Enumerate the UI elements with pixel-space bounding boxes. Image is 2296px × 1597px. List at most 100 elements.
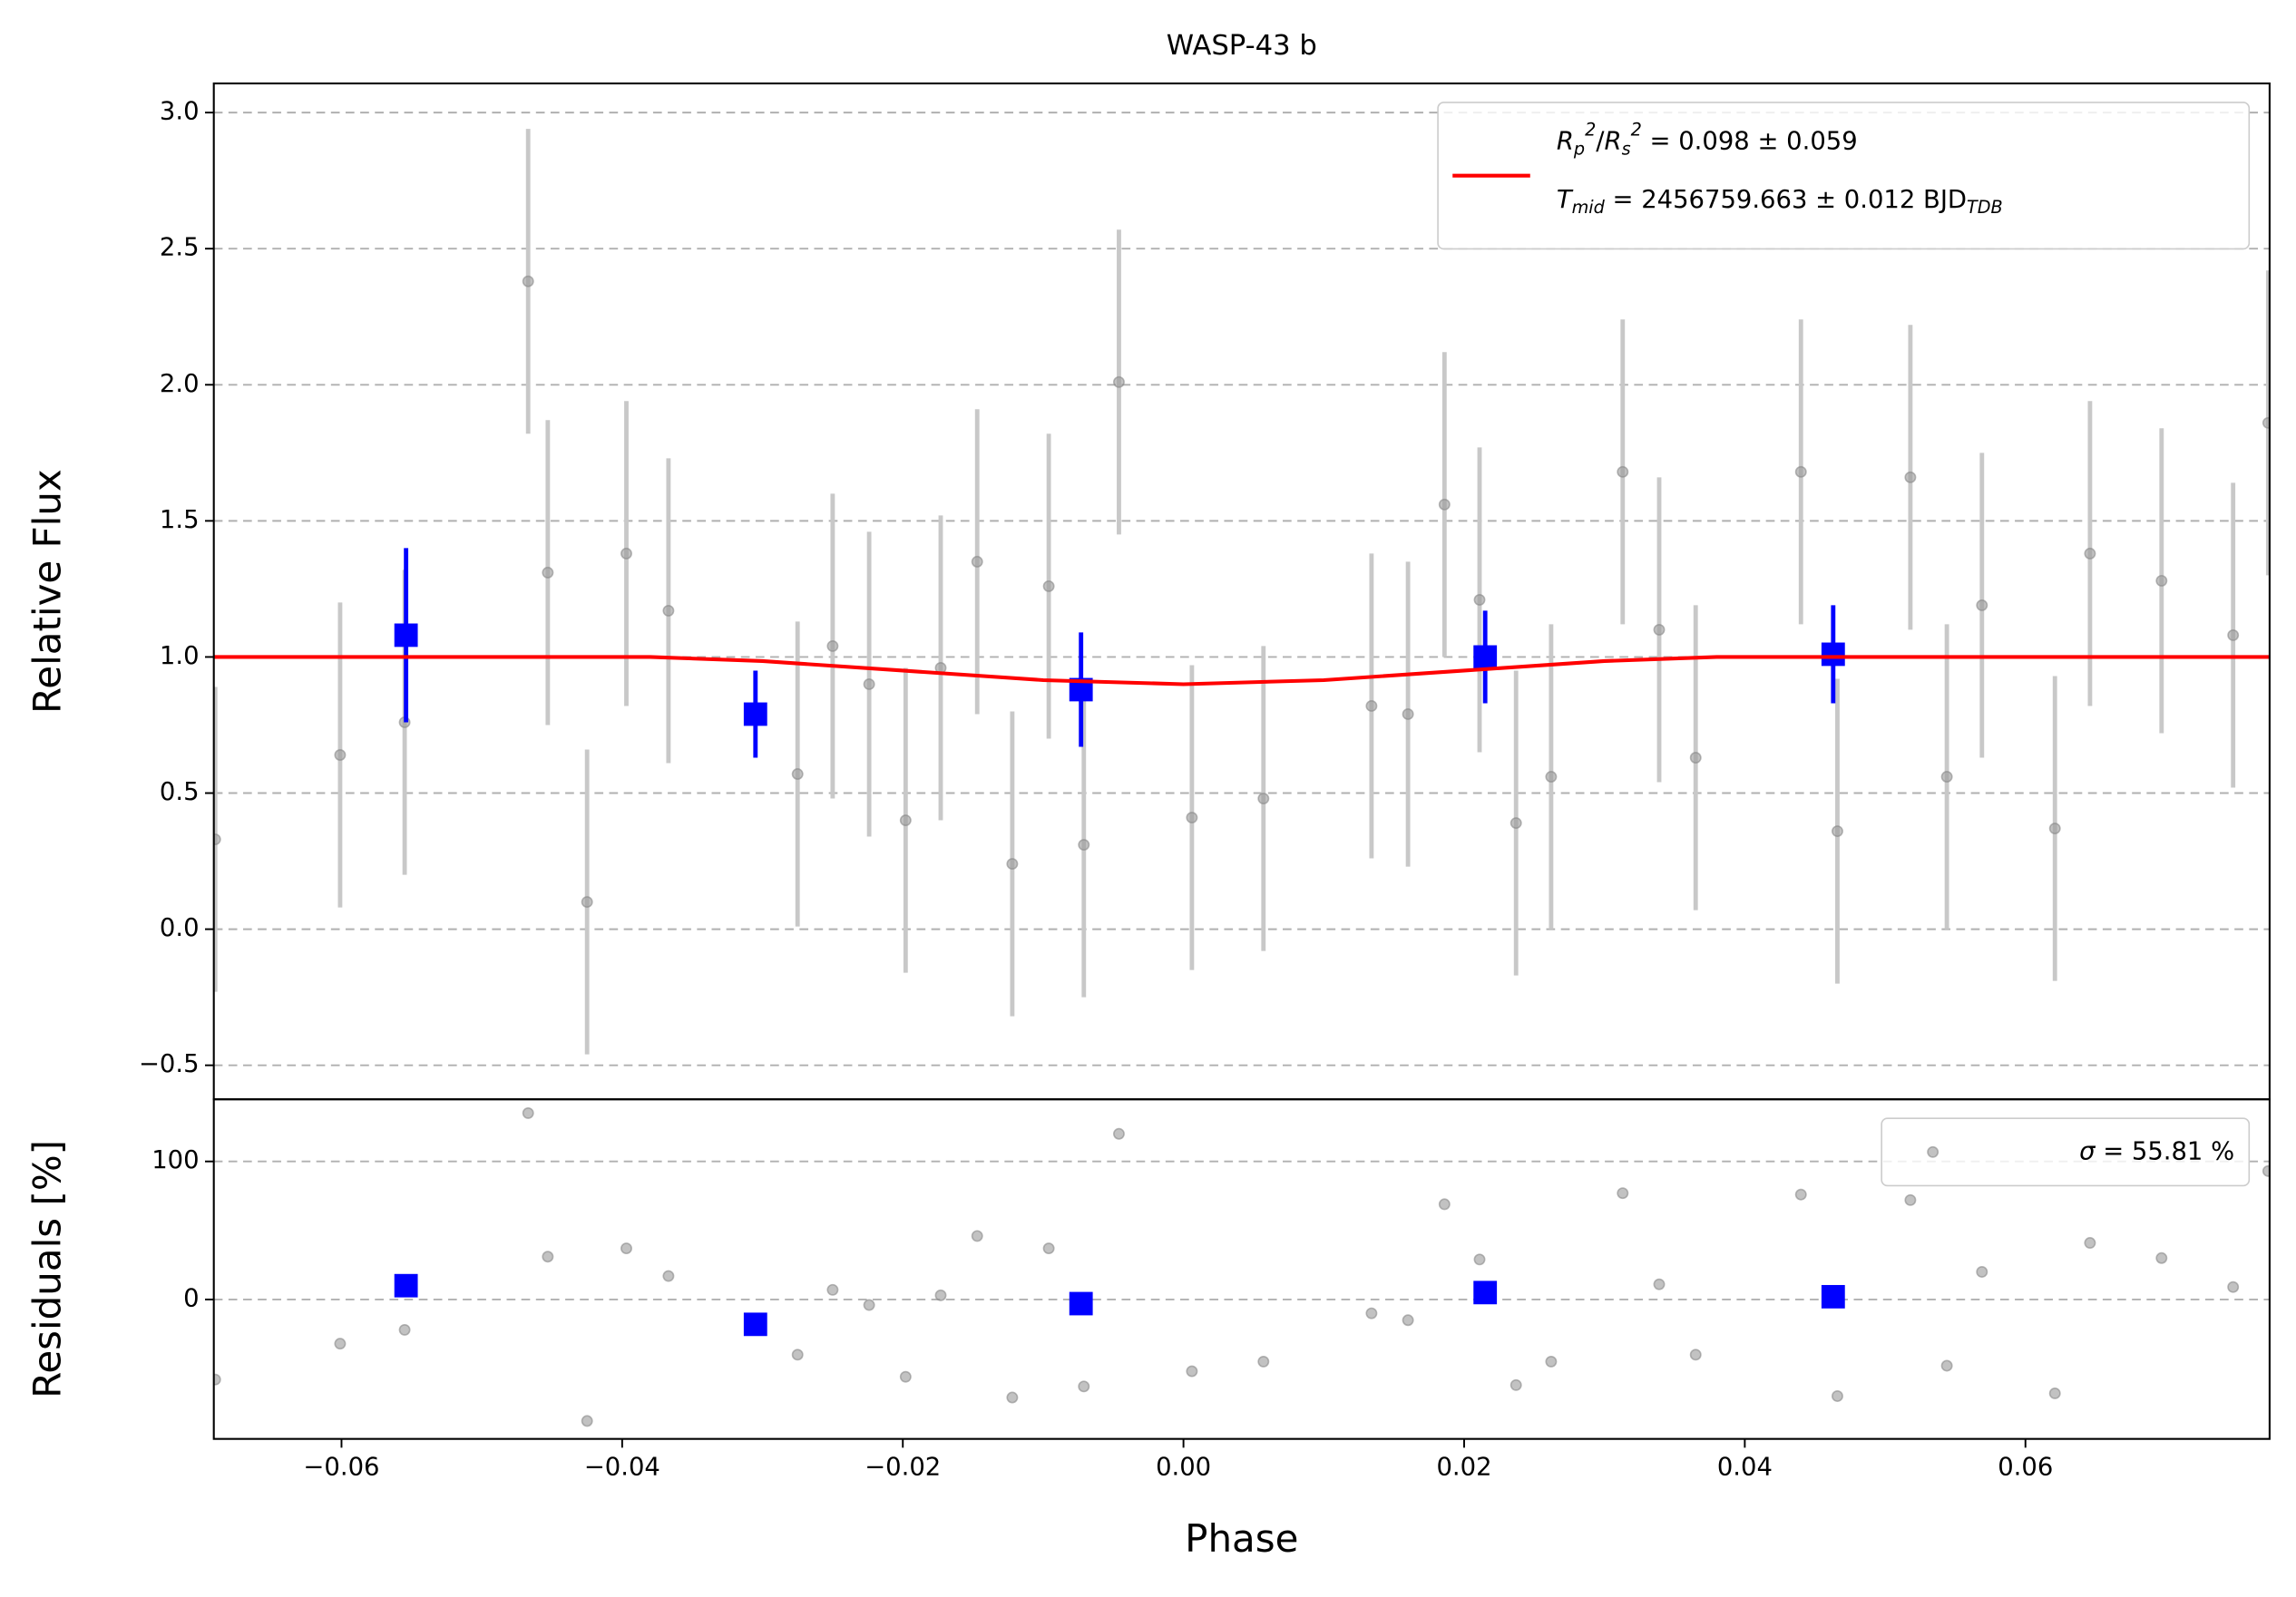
legend-text-part: 2 (1585, 119, 1596, 140)
data-point (2262, 416, 2270, 429)
data-point (1509, 817, 1522, 829)
y-tick-label: 2.0 (160, 370, 200, 398)
data-point (899, 814, 912, 826)
legend-text-part: = 0.098 ± 0.059 (1642, 127, 1858, 155)
legend-box (1437, 102, 2251, 250)
data-point (522, 275, 534, 287)
data-point (1976, 1266, 1988, 1278)
plot-area (213, 1106, 2270, 1427)
legend-label: Tmid = 2456759.663 ± 0.012 BJDTDB (1557, 186, 2003, 218)
data-point (1257, 793, 1270, 804)
y-tick-label: 0.0 (160, 914, 200, 942)
data-point (2155, 574, 2168, 587)
binned-point (1821, 1284, 1845, 1309)
data-point (1653, 1278, 1666, 1290)
legend-box (1881, 1117, 2251, 1187)
data-point (1976, 599, 1988, 611)
data-point (1509, 1378, 1522, 1391)
data-point (1794, 1188, 1807, 1201)
binned-point (1473, 1281, 1498, 1305)
x-tick-label: 0.06 (1998, 1453, 2053, 1481)
data-point (2227, 628, 2240, 641)
data-point (1402, 1314, 1414, 1327)
legend-text-part: TDB (1967, 197, 2003, 218)
legend-text-part: s (1622, 138, 1631, 159)
x-tick-label: −0.06 (303, 1453, 379, 1481)
data-point (1617, 465, 1629, 478)
data-point (2048, 1387, 2061, 1399)
data-point (2084, 547, 2096, 560)
data-point (1940, 1359, 1953, 1372)
y-tick-label: 0 (183, 1284, 199, 1312)
data-point (542, 566, 554, 579)
data-point (791, 768, 804, 780)
data-point (1257, 1355, 1270, 1368)
data-point (522, 1106, 534, 1119)
data-point (2084, 1237, 2096, 1249)
x-tick-label: 0.04 (1717, 1453, 1773, 1481)
x-tick-label: 0.02 (1436, 1453, 1491, 1481)
y-axis-label: Relative Flux (24, 469, 69, 714)
data-point (662, 1270, 675, 1282)
data-point (581, 896, 593, 909)
data-point (826, 1283, 839, 1296)
x-tick-label: −0.04 (584, 1453, 660, 1481)
data-point (1365, 700, 1378, 712)
data-point (1078, 1380, 1090, 1393)
data-point (581, 1415, 593, 1427)
legend-text-part: = 55.81 % (2095, 1137, 2234, 1165)
data-point (791, 1349, 804, 1361)
data-point (662, 604, 675, 617)
binned-point (394, 623, 418, 648)
data-point (1006, 858, 1019, 871)
y-tick-label: 1.0 (160, 642, 200, 670)
legend-text-part: 2 (1631, 119, 1642, 140)
legend-text-part: R (1557, 127, 1574, 155)
y-axis-label: Residuals [%] (24, 1140, 69, 1398)
binned-point (1821, 642, 1845, 667)
data-point (1689, 1349, 1702, 1361)
data-point (1042, 1242, 1055, 1255)
y-tick-label: 1.5 (160, 506, 200, 534)
data-point (1832, 1390, 1843, 1402)
data-point (1689, 752, 1702, 764)
legend-text-part: σ (2079, 1137, 2096, 1165)
data-point (1112, 1127, 1125, 1140)
data-point (863, 678, 875, 690)
data-point (1794, 465, 1807, 478)
data-point (542, 1251, 554, 1263)
binned-point (743, 702, 767, 726)
data-point (620, 1242, 632, 1255)
data-point (1042, 579, 1055, 592)
data-point (213, 1373, 221, 1386)
data-point (2262, 1164, 2270, 1177)
data-point (826, 639, 839, 652)
data-point (1653, 623, 1666, 636)
binned-point (394, 1273, 418, 1298)
legend-swatch (1927, 1145, 1939, 1158)
data-point (2227, 1281, 2240, 1293)
plot-area (213, 129, 2270, 1055)
legend-text-part: T (1557, 186, 1574, 214)
data-point (620, 547, 632, 560)
data-point (398, 1323, 411, 1336)
y-tick-label: 3.0 (160, 98, 200, 126)
data-point (1940, 771, 1953, 783)
chart-title: WASP-43 b (1167, 30, 1317, 62)
data-point (1365, 1307, 1378, 1319)
data-point (1904, 1193, 1917, 1206)
data-point (1402, 708, 1414, 720)
legend-text-part: p (1573, 138, 1585, 159)
binned-point (743, 1312, 767, 1337)
axes-frame (212, 1098, 2271, 1440)
legend-label: σ = 55.81 % (2079, 1137, 2234, 1165)
y-tick-label: 2.5 (160, 234, 200, 262)
data-point (334, 1338, 347, 1350)
data-point (1112, 375, 1125, 388)
legend-label: Rp2/Rs2 = 0.098 ± 0.059 (1557, 119, 1858, 159)
data-point (1006, 1391, 1019, 1404)
data-point (971, 1230, 983, 1242)
data-point (1473, 1253, 1486, 1266)
data-point (1438, 498, 1451, 511)
